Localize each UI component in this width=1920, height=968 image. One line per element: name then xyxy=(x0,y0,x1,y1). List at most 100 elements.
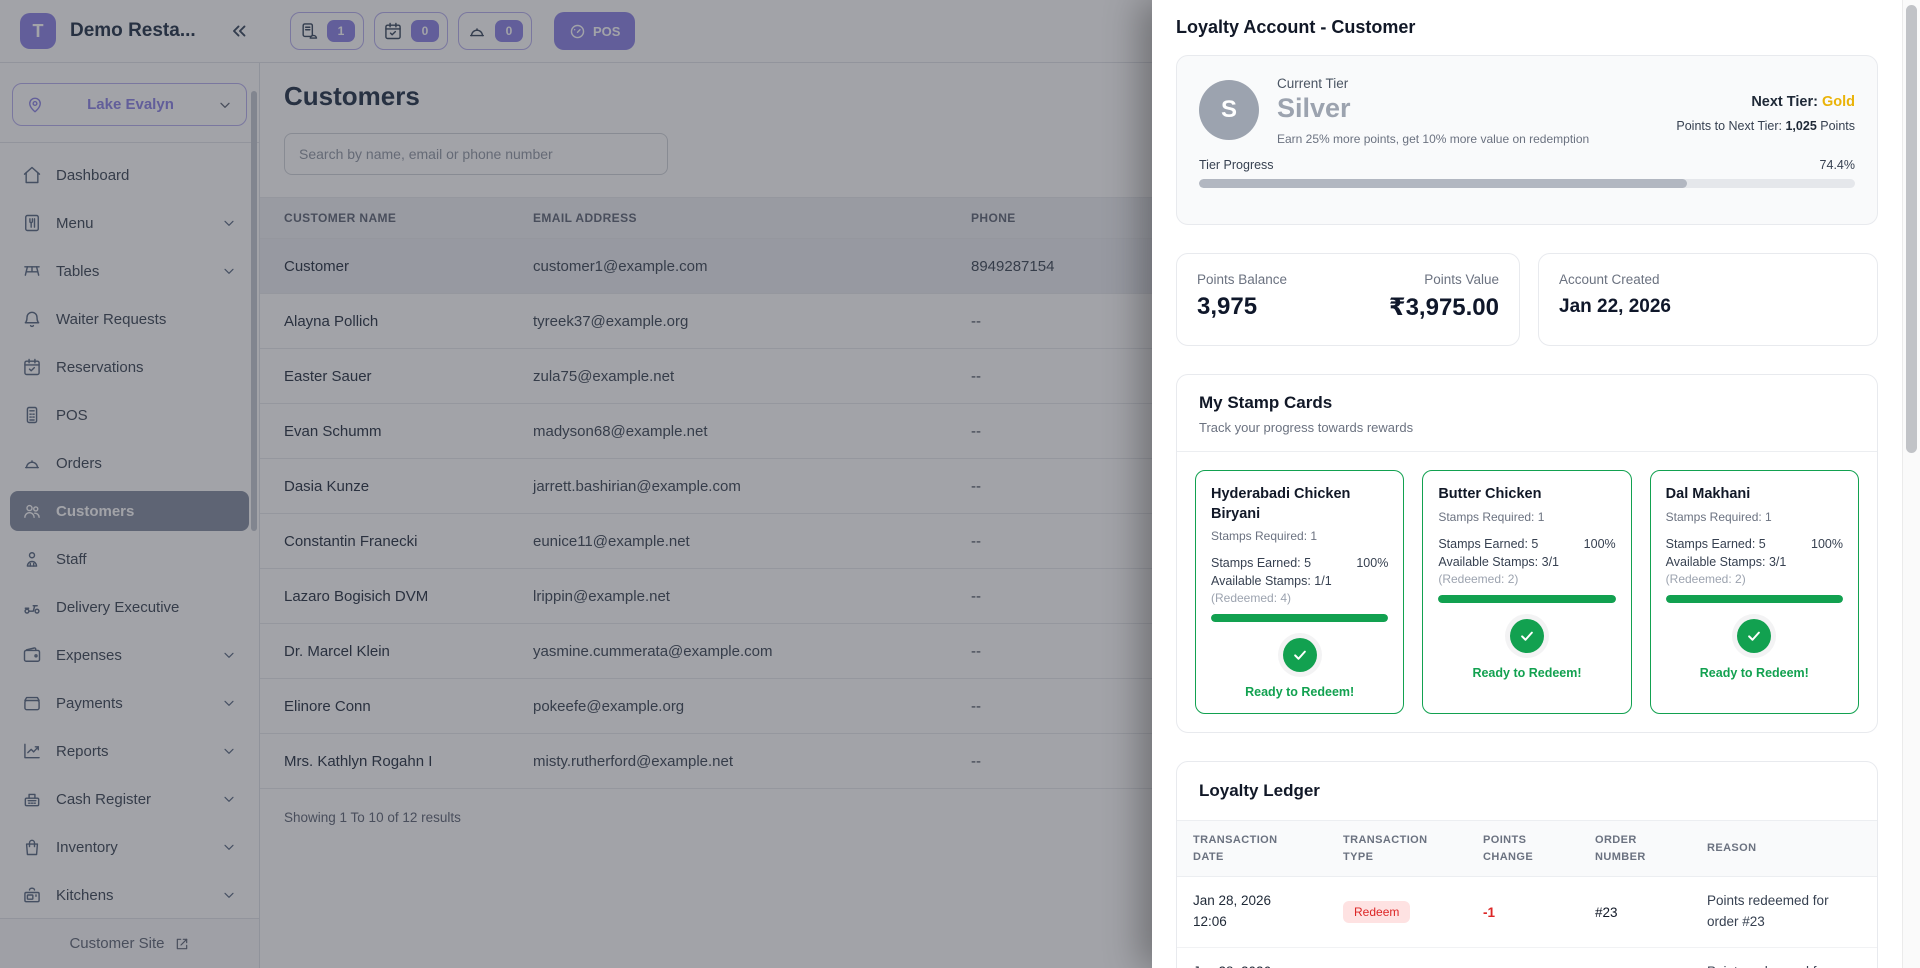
ledger-column-reason: REASON xyxy=(1691,820,1877,878)
customer-name: Alayna Pollich xyxy=(284,312,379,330)
cloche-icon xyxy=(467,21,487,41)
sidebar-item-customers[interactable]: Customers xyxy=(10,491,249,531)
customer-site-link[interactable]: Customer Site xyxy=(0,918,259,968)
sidebar-item-label: Tables xyxy=(56,262,100,280)
customer-phone: -- xyxy=(971,422,981,440)
customer-email: zula75@example.net xyxy=(533,367,675,385)
check-circle-icon xyxy=(1737,618,1772,653)
loyalty-ledger: Loyalty Ledger TRANSACTION DATE TRANSACTI… xyxy=(1176,761,1878,968)
stamp-progress-bar xyxy=(1438,594,1616,603)
sidebar-item-orders[interactable]: Orders xyxy=(10,443,249,483)
header-badge-order-doc[interactable]: 1 xyxy=(290,12,364,50)
customer-name: Dr. Marcel Klein xyxy=(284,642,390,660)
users-icon xyxy=(22,501,42,521)
points-value-label: Points Value xyxy=(1424,272,1499,287)
bag-icon xyxy=(22,837,42,857)
drawer-title: Loyalty Account - Customer xyxy=(1176,17,1416,37)
sidebar-item-label: Inventory xyxy=(56,838,118,856)
sidebar-item-label: Staff xyxy=(56,550,87,568)
chevron-down-icon xyxy=(221,695,237,711)
ready-to-redeem-label: Ready to Redeem! xyxy=(1472,665,1582,680)
customer-name: Constantin Franecki xyxy=(284,532,418,550)
header-badge-calendar-check[interactable]: 0 xyxy=(374,12,448,50)
points-balance-card: Points Balance 3,975 Points Value ₹3,975… xyxy=(1176,253,1520,346)
sidebar-item-expenses[interactable]: Expenses xyxy=(10,635,249,675)
external-link-icon xyxy=(174,936,190,952)
ledger-row: Jan 28, 2026 Points redeemed for xyxy=(1177,947,1877,968)
customer-phone: -- xyxy=(971,642,981,660)
location-pin-icon xyxy=(26,96,44,114)
transaction-date: Jan 28, 2026 12:06 xyxy=(1177,876,1327,948)
badge-count: 0 xyxy=(495,20,523,42)
location-selector[interactable]: Lake Evalyn xyxy=(12,83,247,126)
sidebar-item-cash-register[interactable]: Cash Register xyxy=(10,779,249,819)
tier-progress-label: Tier Progress xyxy=(1199,158,1274,172)
reason: Points redeemed for xyxy=(1691,947,1877,968)
sidebar-item-label: Orders xyxy=(56,454,102,472)
stamp-card-butter-chicken: Butter Chicken Stamps Required: 1 Stamps E… xyxy=(1422,470,1632,715)
sidebar-item-label: Reports xyxy=(56,742,109,760)
pos-button-label: POS xyxy=(593,23,621,39)
stamps-percent: 100% xyxy=(1811,536,1843,551)
ready-to-redeem-label: Ready to Redeem! xyxy=(1245,685,1355,700)
chevron-down-icon xyxy=(221,215,237,231)
stamps-required: Stamps Required: 1 xyxy=(1438,509,1545,524)
sidebar-item-waiter-requests[interactable]: Waiter Requests xyxy=(10,299,249,339)
page-scrollbar[interactable] xyxy=(1902,0,1920,968)
cloche-icon xyxy=(22,453,42,473)
transaction-type xyxy=(1327,947,1467,968)
sidebar-item-staff[interactable]: Staff xyxy=(10,539,249,579)
loyalty-drawer: Loyalty Account - Customer S Current Tie… xyxy=(1152,0,1902,968)
sidebar-item-payments[interactable]: Payments xyxy=(10,683,249,723)
points-to-next-tier: Points to Next Tier: 1,025 Points xyxy=(1676,119,1855,133)
column-header-customer-name: CUSTOMER NAME xyxy=(284,211,397,225)
tier-name: Silver xyxy=(1277,93,1351,123)
calendar-check-icon xyxy=(22,357,42,377)
ledger-title: Loyalty Ledger xyxy=(1199,781,1320,801)
location-label: Lake Evalyn xyxy=(87,96,174,113)
ledger-column-transaction-date: TRANSACTION DATE xyxy=(1177,820,1327,878)
order-doc-icon xyxy=(299,21,319,41)
sidebar-item-delivery-executive[interactable]: Delivery Executive xyxy=(10,587,249,627)
customer-name: Customer xyxy=(284,257,350,275)
header-badge-cloche[interactable]: 0 xyxy=(458,12,532,50)
sidebar-collapse-button[interactable] xyxy=(224,16,254,46)
sidebar-item-inventory[interactable]: Inventory xyxy=(10,827,249,867)
chevron-down-icon xyxy=(221,647,237,663)
stamps-required: Stamps Required: 1 xyxy=(1665,509,1772,524)
sidebar-item-label: Payments xyxy=(56,694,123,712)
brand: T Demo Resta... xyxy=(0,13,224,49)
sidebar-item-label: Expenses xyxy=(56,646,122,664)
sidebar-nav: Dashboard Menu Tables Waiter Requests Reserv… xyxy=(0,155,259,915)
sidebar-item-pos[interactable]: POS xyxy=(10,395,249,435)
sidebar-item-kitchens[interactable]: Kitchens xyxy=(10,875,249,915)
tier-avatar: S xyxy=(1199,80,1259,140)
sidebar-item-dashboard[interactable]: Dashboard xyxy=(10,155,249,195)
pos-terminal-icon xyxy=(22,405,42,425)
chart-icon xyxy=(22,741,42,761)
sidebar-divider xyxy=(0,142,259,143)
page-scrollbar-thumb[interactable] xyxy=(1906,5,1917,453)
points-change: -1 xyxy=(1467,876,1579,948)
app-logo: T xyxy=(20,13,56,49)
sidebar-item-reports[interactable]: Reports xyxy=(10,731,249,771)
scooter-icon xyxy=(22,597,42,617)
customer-phone: -- xyxy=(971,477,981,495)
available-stamps: Available Stamps: 1/1 xyxy=(1211,574,1332,589)
menu-book-icon xyxy=(22,213,42,233)
stamps-earned-row: Stamps Earned: 5 100% xyxy=(1211,556,1388,570)
stamp-card-title: Dal Makhani xyxy=(1665,486,1751,502)
check-circle-icon xyxy=(1509,618,1544,653)
customer-phone: -- xyxy=(971,312,981,330)
stamps-percent: 100% xyxy=(1583,536,1616,551)
chevron-down-icon xyxy=(221,263,237,279)
sidebar-item-tables[interactable]: Tables xyxy=(10,251,249,291)
stamps-earned: Stamps Earned: 5 xyxy=(1665,536,1766,551)
search-input[interactable] xyxy=(284,133,668,175)
sidebar-item-menu[interactable]: Menu xyxy=(10,203,249,243)
app-title: Demo Resta... xyxy=(70,20,196,41)
account-created-label: Account Created xyxy=(1559,272,1660,287)
sidebar-item-reservations[interactable]: Reservations xyxy=(10,347,249,387)
sidebar-scrollbar[interactable] xyxy=(251,91,257,531)
pos-button[interactable]: POS xyxy=(554,12,636,50)
